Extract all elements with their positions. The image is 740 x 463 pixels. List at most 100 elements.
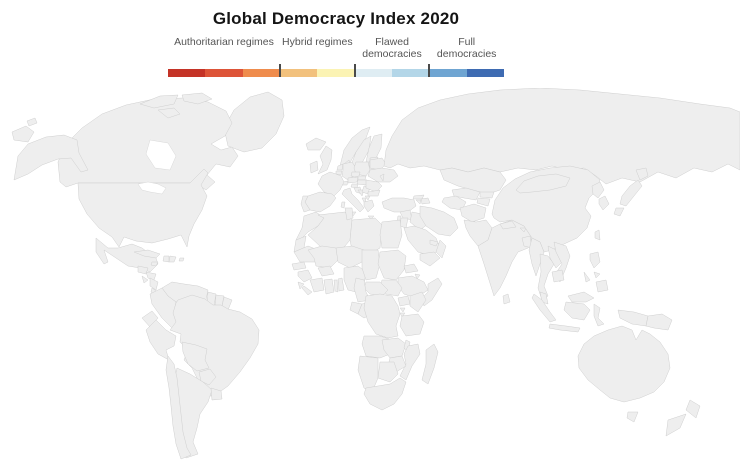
- country-mozambique: [399, 343, 421, 381]
- country-belarus: [369, 157, 387, 171]
- country-benin: [337, 277, 345, 292]
- country-dominican-republic: [168, 255, 177, 263]
- country-indonesia-sumatra: [531, 293, 557, 323]
- country-indonesia-papua: [617, 309, 649, 327]
- country-south-korea: [598, 195, 610, 211]
- legend-label-full: Full democracies: [436, 36, 497, 61]
- country-afghanistan: [459, 203, 487, 223]
- country-ghana: [323, 278, 335, 295]
- legend-group-full: [428, 64, 505, 78]
- country-paraguay: [198, 368, 217, 386]
- country-ivory-coast: [309, 277, 325, 293]
- world-map: [11, 88, 740, 460]
- country-italy: [341, 187, 365, 213]
- country-niger: [335, 245, 365, 269]
- country-azerbaijan: [420, 197, 431, 205]
- country-armenia: [415, 199, 422, 205]
- legend-label-hybrid: Hybrid regimes: [282, 36, 353, 48]
- country-myanmar: [528, 237, 545, 277]
- page-title: Global Democracy Index 2020: [212, 9, 460, 28]
- country-moldova: [379, 173, 385, 182]
- country-france: [317, 171, 345, 197]
- country-botswana: [377, 361, 399, 383]
- country-kyrgyzstan: [479, 191, 495, 199]
- country-belgium: [335, 170, 343, 176]
- hudson-bay: [145, 139, 177, 171]
- country-tasmania: [626, 411, 639, 423]
- country-greece: [363, 199, 375, 213]
- country-portugal: [300, 195, 311, 213]
- country-jordan: [399, 217, 409, 229]
- country-united-kingdom: [317, 145, 333, 175]
- country-slovakia: [357, 175, 367, 181]
- country-oman: [435, 239, 447, 259]
- country-kazakhstan: [439, 167, 507, 195]
- country-romania: [365, 179, 383, 193]
- country-tanzania: [399, 313, 425, 337]
- legend-swatch-full-dark: [466, 69, 505, 78]
- country-burundi: [399, 312, 406, 318]
- country-iceland: [305, 137, 327, 151]
- country-chile: [165, 355, 192, 460]
- country-philippines-mindanao: [595, 279, 609, 293]
- legend-swatch-hybrid-dark: [280, 69, 318, 78]
- country-rwanda: [399, 307, 406, 313]
- legend-group-flawed: [353, 64, 430, 78]
- country-mali: [307, 245, 339, 269]
- country-ecuador: [141, 310, 159, 328]
- country-sierra-leone: [297, 281, 305, 290]
- country-malaysia-borneo: [567, 291, 595, 303]
- legend-swatch-authoritarian-mid: [205, 69, 243, 78]
- country-uganda: [397, 295, 411, 307]
- country-dr-congo: [363, 293, 401, 339]
- country-bhutan: [519, 227, 527, 233]
- country-philippines-luzon: [589, 251, 601, 269]
- country-indonesia-java: [548, 323, 581, 333]
- legend-group-authoritarian: [168, 69, 280, 78]
- country-chad: [361, 249, 381, 281]
- legend-label-flawed: Flawed democracies: [362, 36, 422, 61]
- country-togo: [333, 279, 339, 293]
- figure-header: Global Democracy Index 2020 Authoritaria…: [0, 0, 672, 88]
- country-canada: [57, 97, 239, 191]
- country-tunisia: [344, 207, 354, 221]
- country-hungary: [356, 179, 368, 186]
- country-guinea: [297, 269, 313, 283]
- country-japan-kyushu: [613, 207, 625, 217]
- country-laos: [547, 245, 563, 269]
- country-uzbekistan: [451, 187, 481, 201]
- country-cambodia: [551, 269, 565, 283]
- country-sri-lanka: [502, 293, 511, 305]
- country-djibouti: [414, 273, 421, 280]
- country-north-macedonia: [364, 195, 371, 201]
- country-south-africa: [363, 377, 407, 411]
- country-canada-arctic-island-3: [157, 107, 181, 119]
- country-japan-honshu: [619, 179, 643, 207]
- legend-group-hybrid: [279, 64, 355, 78]
- country-united-states: [77, 168, 209, 248]
- country-canada-arctic-island-1: [139, 94, 179, 109]
- legend: Authoritarian regimes Hybrid regimes Fla…: [168, 36, 505, 78]
- country-north-korea: [591, 181, 605, 199]
- legend-swatch-full-mid: [429, 69, 467, 78]
- country-peru: [145, 319, 177, 361]
- country-bolivia: [181, 341, 210, 372]
- country-jamaica: [150, 261, 159, 267]
- legend-swatch-authoritarian-dark: [168, 69, 206, 78]
- country-greece-crete: [367, 215, 375, 220]
- country-uruguay: [210, 387, 223, 401]
- country-indonesia-kalimantan: [563, 301, 591, 321]
- country-cuba: [133, 249, 161, 259]
- country-egypt: [379, 219, 403, 249]
- country-japan-hokkaido: [635, 167, 649, 181]
- country-new-zealand-north-island: [685, 399, 701, 419]
- country-puerto-rico: [178, 257, 185, 262]
- country-morocco: [295, 211, 325, 241]
- country-taiwan: [594, 229, 601, 241]
- country-indonesia-sulawesi: [593, 303, 605, 327]
- country-yemen: [419, 251, 441, 267]
- country-turkey: [381, 197, 417, 213]
- country-burkina-faso: [317, 265, 335, 277]
- country-tajikistan: [476, 197, 491, 207]
